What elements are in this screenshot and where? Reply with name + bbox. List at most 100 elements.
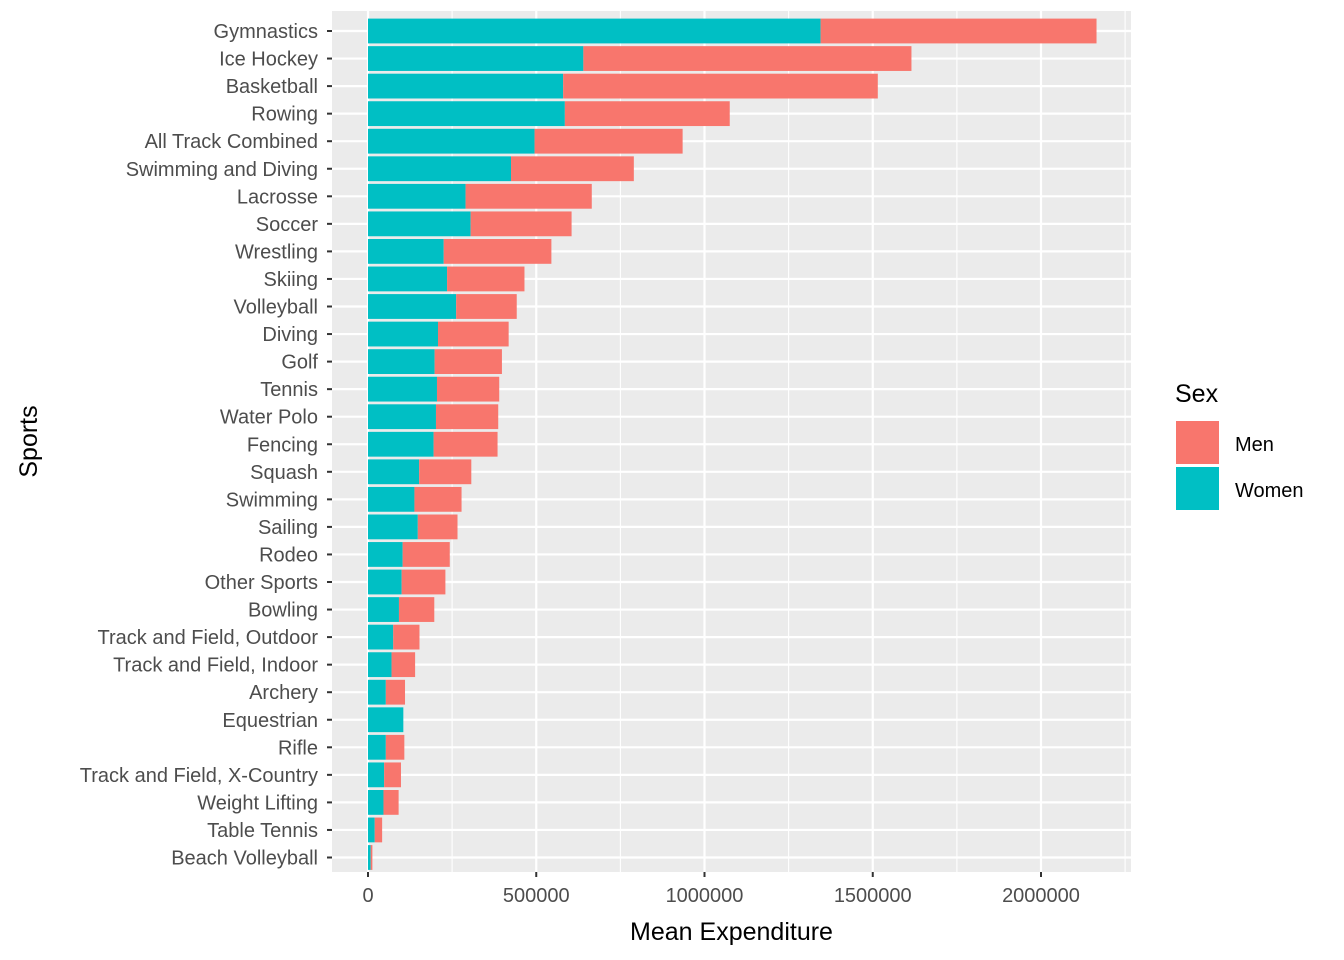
bar-women (368, 211, 471, 237)
legend: Sex Men Women (1175, 380, 1304, 510)
y-tick-label: Equestrian (222, 710, 318, 732)
y-tick-label: Track and Field, Outdoor (98, 627, 319, 649)
bar-women (368, 349, 435, 374)
bar-women (368, 734, 386, 760)
bar-men (383, 790, 399, 815)
y-tick-label: Swimming and Diving (126, 159, 318, 181)
y-tick-label: Rodeo (259, 544, 318, 566)
bar-women (368, 183, 466, 209)
y-tick-label: Archery (249, 682, 318, 704)
bar-men (583, 46, 912, 71)
y-tick-label: Water Polo (220, 407, 318, 429)
bar-women (368, 762, 385, 788)
y-tick-label: Soccer (256, 214, 319, 236)
y-tick-label: Golf (281, 352, 318, 374)
legend-title: Sex (1175, 380, 1219, 408)
x-tick-label: 2000000 (1002, 885, 1080, 907)
x-tick-label: 0 (362, 885, 373, 907)
legend-key-men (1176, 421, 1219, 464)
bar-women (368, 321, 438, 347)
bar-men (437, 321, 509, 347)
bar-men (385, 734, 405, 760)
bar-women (368, 569, 402, 595)
y-tick-label: Wrestling (235, 241, 318, 263)
bar-women (368, 624, 394, 650)
bar-men (564, 101, 730, 127)
bar-men (465, 183, 592, 209)
x-axis-title: Mean Expenditure (630, 918, 833, 946)
bar-women (368, 817, 375, 843)
y-tick-label: Rowing (251, 104, 318, 126)
bar-women (368, 597, 399, 622)
y-tick-label: Rifle (278, 737, 318, 759)
bar-men (393, 624, 420, 650)
y-tick-label: Sailing (258, 517, 318, 539)
bar-men (434, 349, 502, 374)
bar-men (534, 128, 683, 154)
bar-women (368, 101, 565, 127)
bar-men (414, 486, 462, 512)
x-tick-label: 1000000 (666, 885, 744, 907)
bar-women (368, 376, 437, 402)
y-tick-label: Tennis (260, 379, 318, 401)
bar-women (368, 73, 564, 99)
y-tick-label: Track and Field, X-Country (80, 765, 318, 787)
bar-men (436, 376, 500, 402)
bar-women (368, 239, 444, 264)
bar-men (456, 294, 517, 319)
y-tick-label: Track and Field, Indoor (113, 655, 318, 677)
bar-men (391, 652, 416, 678)
bars (368, 18, 1097, 870)
bar-women (368, 128, 535, 154)
bar-women (368, 845, 371, 870)
bar-men (447, 266, 525, 292)
y-tick-label: Ice Hockey (219, 49, 318, 71)
legend-key-women (1176, 467, 1219, 510)
bar-women (368, 294, 457, 319)
bar-men (374, 817, 383, 843)
bar-men (433, 431, 498, 457)
y-tick-label: Table Tennis (207, 820, 318, 842)
bar-men (370, 845, 373, 870)
bar-women (368, 404, 436, 430)
bar-women (368, 18, 821, 44)
bar-women (368, 790, 384, 815)
y-tick-label: Basketball (226, 76, 318, 98)
bar-men (419, 459, 472, 485)
bar-women (368, 514, 418, 540)
bar-women (368, 542, 403, 567)
bar-women (368, 431, 434, 457)
x-tick-label: 1500000 (834, 885, 912, 907)
y-tick-label: Fencing (247, 434, 318, 456)
y-tick-label: Skiing (264, 269, 318, 291)
x-axis: 0 500000 1000000 1500000 2000000 (362, 872, 1080, 907)
bar-men (384, 762, 401, 788)
y-tick-label: Weight Lifting (197, 792, 318, 814)
y-tick-label: Lacrosse (237, 186, 318, 208)
y-axis-title: Sports (15, 405, 43, 477)
bar-men (563, 73, 878, 99)
bar-men (443, 239, 552, 264)
minor-gridlines (451, 11, 1126, 872)
y-tick-label: All Track Combined (145, 131, 318, 153)
bar-men (417, 514, 458, 540)
bar-women (368, 266, 448, 292)
bar-women (368, 679, 386, 705)
y-tick-label: Swimming (226, 489, 318, 511)
bar-men (401, 569, 446, 595)
bar-men (402, 542, 450, 567)
bar-men (470, 211, 572, 237)
bar-women (368, 707, 404, 733)
y-tick-label: Diving (262, 324, 318, 346)
y-tick-label: Gymnastics (214, 21, 318, 43)
bar-men (511, 156, 634, 182)
y-axis: Gymnastics Ice Hockey Basketball Rowing All … (80, 21, 332, 870)
legend-label-women: Women (1235, 480, 1304, 502)
y-tick-label: Squash (250, 462, 318, 484)
legend-label-men: Men (1235, 434, 1274, 456)
bar-men (820, 18, 1097, 44)
y-tick-label: Volleyball (233, 297, 318, 319)
bar-men (435, 404, 499, 430)
bar-women (368, 652, 392, 678)
